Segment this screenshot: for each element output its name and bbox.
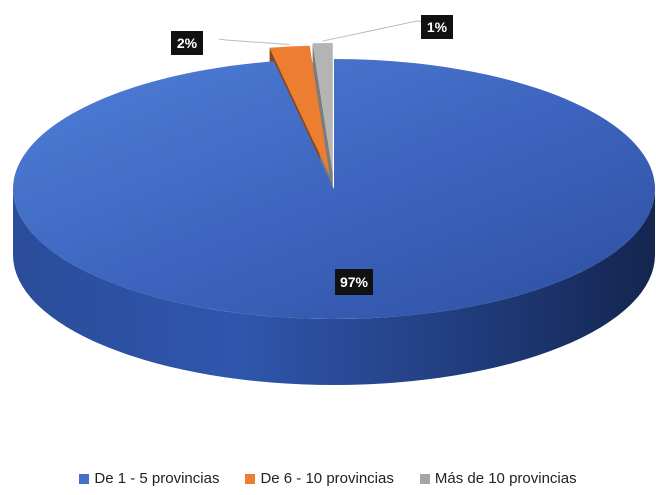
legend-swatch (79, 473, 90, 484)
pie-top-faces (12, 43, 655, 319)
legend-item-6-10: De 6 - 10 provincias (245, 470, 394, 487)
pie-slice-2 (269, 45, 330, 176)
legend-item-more-10: Más de 10 provincias (419, 470, 577, 487)
legend-label: De 6 - 10 provincias (260, 470, 394, 487)
legend-label: Más de 10 provincias (434, 470, 577, 487)
data-label: 1% (427, 19, 448, 35)
legend-label: De 1 - 5 provincias (94, 470, 220, 487)
leader-line (322, 20, 438, 42)
data-label: 2% (177, 35, 198, 51)
chart-legend: De 1 - 5 provincias De 6 - 10 provincias… (0, 470, 656, 487)
legend-item-1-5: De 1 - 5 provincias (79, 470, 219, 487)
data-label-box (335, 269, 373, 295)
data-label: 97% (340, 274, 369, 290)
pie-slice-1 (12, 59, 655, 319)
legend-swatch (245, 473, 256, 484)
leader-lines (218, 20, 438, 46)
data-label-box (171, 31, 203, 55)
slice-side-wall (13, 189, 655, 385)
data-labels: 97% 2% 1% (171, 15, 453, 295)
pie-slice-3 (312, 43, 333, 174)
data-label-box (421, 15, 453, 39)
legend-swatch (419, 473, 430, 484)
leader-line (218, 38, 290, 46)
